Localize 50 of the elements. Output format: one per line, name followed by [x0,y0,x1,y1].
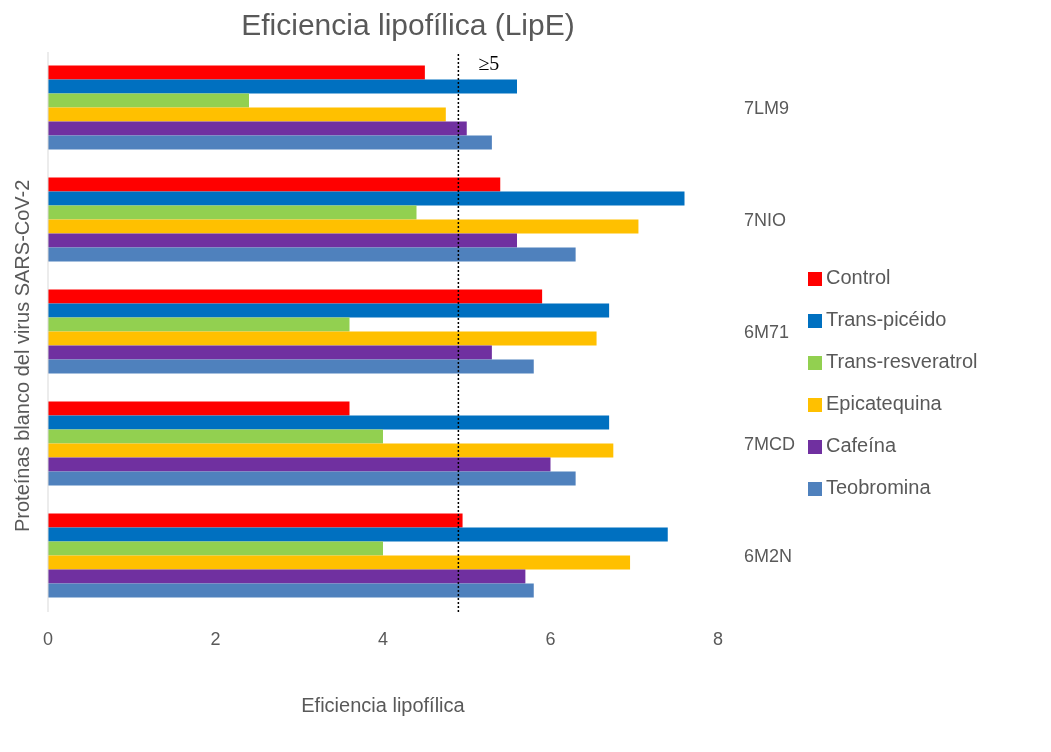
x-tick-label: 8 [712,628,724,649]
y-axis-title: Proteínas blanco del virus SARS-CoV-2 [11,179,34,532]
bar [48,345,492,360]
bar [48,541,383,556]
bar [48,359,534,374]
bar [48,107,446,122]
bar [48,219,639,234]
x-tick-label: 2 [210,628,221,649]
y-tick-label: 7NIO [744,210,787,231]
bar [48,527,668,542]
bar [48,177,501,192]
legend-label: Epicatequina [826,392,942,414]
y-tick-label: 7MCD [744,434,796,455]
bar [48,233,517,248]
bar [48,303,610,318]
bar [48,191,685,206]
bar [48,415,610,430]
legend-label: Teobromina [826,476,931,498]
bar [48,457,551,472]
y-tick-label: 6M71 [744,322,790,343]
bar [48,289,543,304]
x-tick-label: 4 [377,628,389,649]
bar [48,65,425,80]
bar [48,569,526,584]
bar [48,401,350,416]
legend-label: Trans-picéido [826,308,947,330]
bar [48,135,492,150]
bar [48,331,597,346]
legend-label: Control [826,266,891,288]
x-axis-title: Eficiencia lipofílica [301,694,466,716]
bar [48,443,614,458]
bar [48,79,517,94]
bar [48,93,249,108]
bar [48,471,576,486]
x-tick-label: 0 [42,628,54,649]
ref-line-label: ≥5 [478,52,500,74]
bar [48,583,534,598]
bar [48,247,576,262]
x-tick-label: 6 [545,628,556,649]
legend-label: Trans-resveratrol [826,350,978,372]
bar [48,121,467,136]
y-tick-label: 7LM9 [744,98,790,119]
bar [48,429,383,444]
bar [48,317,350,332]
chart-title: Eficiencia lipofílica (LipE) [240,8,576,42]
bar [48,555,631,570]
bar [48,513,463,528]
bar [48,205,417,220]
legend-label: Cafeína [826,434,897,456]
y-tick-label: 6M2N [744,546,793,567]
